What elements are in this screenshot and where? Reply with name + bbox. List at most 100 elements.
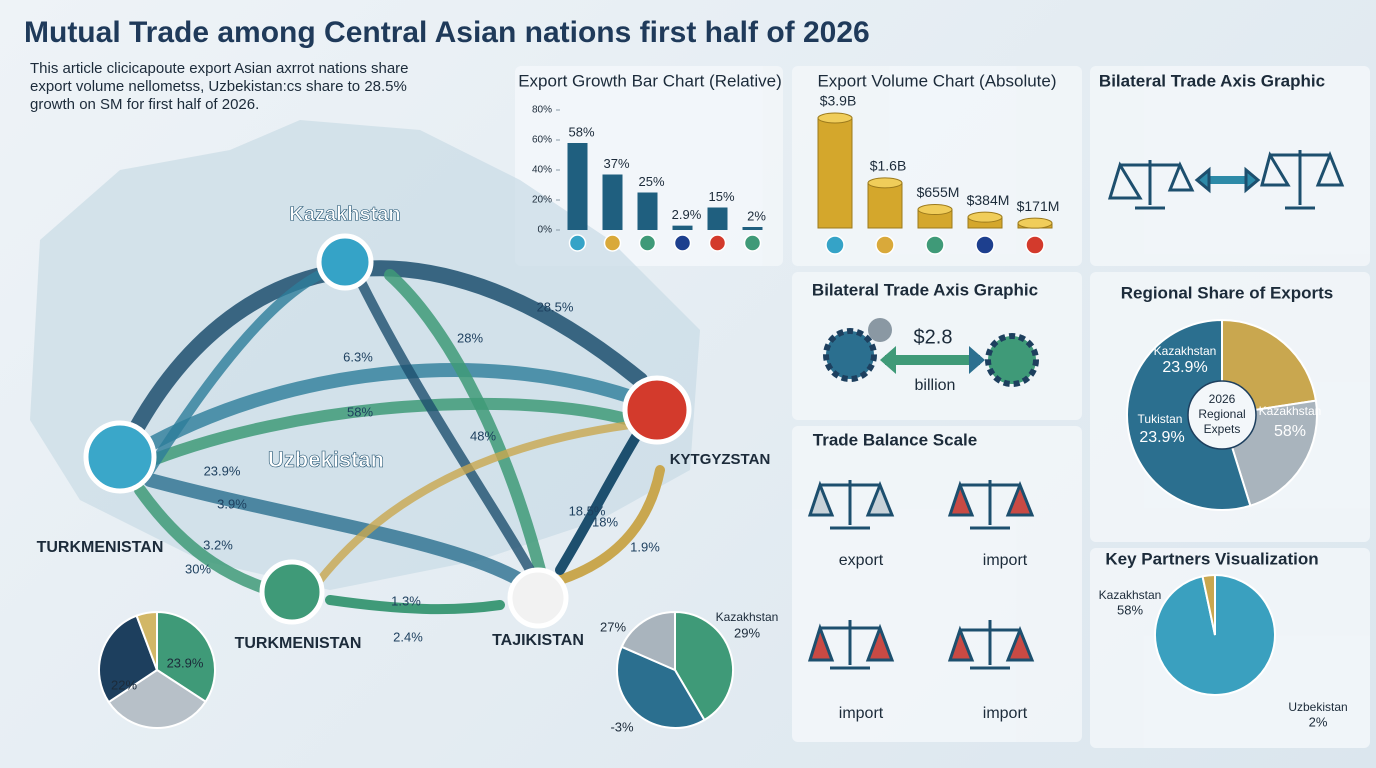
center-label: 2026 Regional Expets [1198, 392, 1245, 436]
slice-name: Kazakhstan [1259, 404, 1322, 418]
value-label: 2% [1309, 714, 1328, 729]
y-tick-label: 80% [532, 105, 552, 116]
flag-icon [673, 234, 692, 252]
main-title: Mutual Trade among Central Asian nations… [24, 16, 870, 49]
flow-label: 48% [470, 428, 496, 443]
scale-label: export [839, 552, 884, 569]
scale-label: import [983, 552, 1028, 569]
map-node-circles [83, 233, 692, 629]
value-label: 2% [747, 208, 766, 223]
flag-icon [825, 235, 845, 255]
slice-name: Tukistan [1138, 412, 1183, 426]
coin-top [917, 204, 953, 216]
coin-stack [817, 117, 853, 229]
bar [742, 227, 763, 230]
scale-label: import [983, 705, 1028, 722]
volume-chart-title: Export Volume Chart (Absolute) [817, 71, 1056, 90]
value-label: 58% [1117, 602, 1143, 617]
trade-balance-title: Trade Balance Scale [813, 430, 977, 449]
flag-icon [875, 235, 895, 255]
intro-text: This article clicicapoute export Asian a… [30, 60, 409, 113]
value-label: 58% [568, 124, 594, 139]
flag-icon [1025, 235, 1045, 255]
y-tick-label: 20% [532, 195, 552, 206]
bar [707, 207, 728, 230]
pie-slice [107, 668, 207, 729]
scale-label: import [839, 705, 884, 722]
pie-slice [620, 610, 676, 672]
bilateral-top-scales [1107, 150, 1345, 210]
value-label: 22% [111, 677, 137, 692]
coin-top [867, 177, 903, 189]
value-label: $1.6B [870, 158, 907, 174]
flow-label: 28.5% [537, 299, 574, 314]
flow-label: 2.4% [393, 629, 423, 644]
value-label: 37% [603, 156, 629, 171]
slice-name: Kazakhstan [1099, 588, 1162, 602]
bilateral-title: Bilateral Trade Axis Graphic [812, 280, 1038, 299]
country-label: Uzbekistan [268, 447, 384, 472]
flag-icon [568, 234, 587, 252]
value-label: 23.9% [1162, 359, 1207, 376]
bilateral-gears [823, 318, 1039, 387]
country-label: TURKMENISTAN [37, 539, 164, 556]
value-label: 29% [734, 625, 760, 640]
flow-label: 18% [592, 514, 618, 529]
regional-title: Regional Share of Exports [1121, 283, 1334, 302]
pie-center [1187, 380, 1257, 450]
flow-label: 3.2% [203, 537, 233, 552]
slice-name: Kazakhstan [1154, 344, 1217, 358]
flow-label: 58% [347, 404, 373, 419]
flag-icon [708, 234, 727, 252]
value-label: $655M [917, 184, 960, 200]
y-tick-label: 40% [532, 165, 552, 176]
flow-label: 1.3% [391, 593, 421, 608]
value-label: 2.9% [672, 207, 702, 222]
bar [637, 192, 658, 230]
bar-chart-title: Export Growth Bar Chart (Relative) [518, 71, 782, 90]
pie-slice [616, 631, 706, 729]
bilateral-amount: $2.8 [914, 326, 953, 348]
flag-icon [743, 234, 762, 252]
flow-label: 6.3% [343, 349, 373, 364]
coin-stack [867, 182, 903, 229]
y-tick-label: 60% [532, 135, 552, 146]
bilateral-top-title: Bilateral Trade Axis Graphic [1099, 71, 1325, 90]
flag-icon [975, 235, 995, 255]
flow-label: 18.5% [569, 503, 606, 518]
value-label: -3% [610, 719, 634, 734]
coin-top [817, 112, 853, 124]
coin-top [967, 211, 1003, 223]
coin-top [1017, 217, 1053, 229]
flow-label: 23.9% [204, 463, 241, 478]
balance-scales [807, 480, 1035, 670]
value-label: 23.9% [1139, 429, 1184, 446]
pie-slice [1201, 573, 1216, 636]
flag-icon [925, 235, 945, 255]
flow-label: 3.9% [217, 496, 247, 511]
y-tick-label: 0% [538, 225, 553, 236]
flow-label: 28% [457, 330, 483, 345]
bar [567, 143, 588, 230]
country-label: KYTGYZSTAN [670, 451, 771, 468]
flag-icon [638, 234, 657, 252]
value-label: 25% [638, 174, 664, 189]
slice-name: Uzbekistan [1288, 700, 1347, 714]
flow-label: 30% [185, 561, 211, 576]
partners-title: Key Partners Visualization [1105, 549, 1318, 568]
flag-icon [603, 234, 622, 252]
value-label: 27% [600, 619, 626, 634]
pie-slice [98, 614, 159, 704]
bar [602, 174, 623, 230]
country-label: TURKMENISTAN [235, 635, 362, 652]
value-label: 58% [1274, 423, 1306, 440]
value-label: 23.9% [167, 655, 204, 670]
country-label: TAJIKISTAN [492, 632, 584, 649]
value-label: $3.9B [820, 93, 857, 109]
value-label: $171M [1017, 198, 1060, 214]
value-label: $384M [967, 192, 1010, 208]
pie-slice [135, 610, 158, 671]
value-label: 15% [708, 189, 734, 204]
